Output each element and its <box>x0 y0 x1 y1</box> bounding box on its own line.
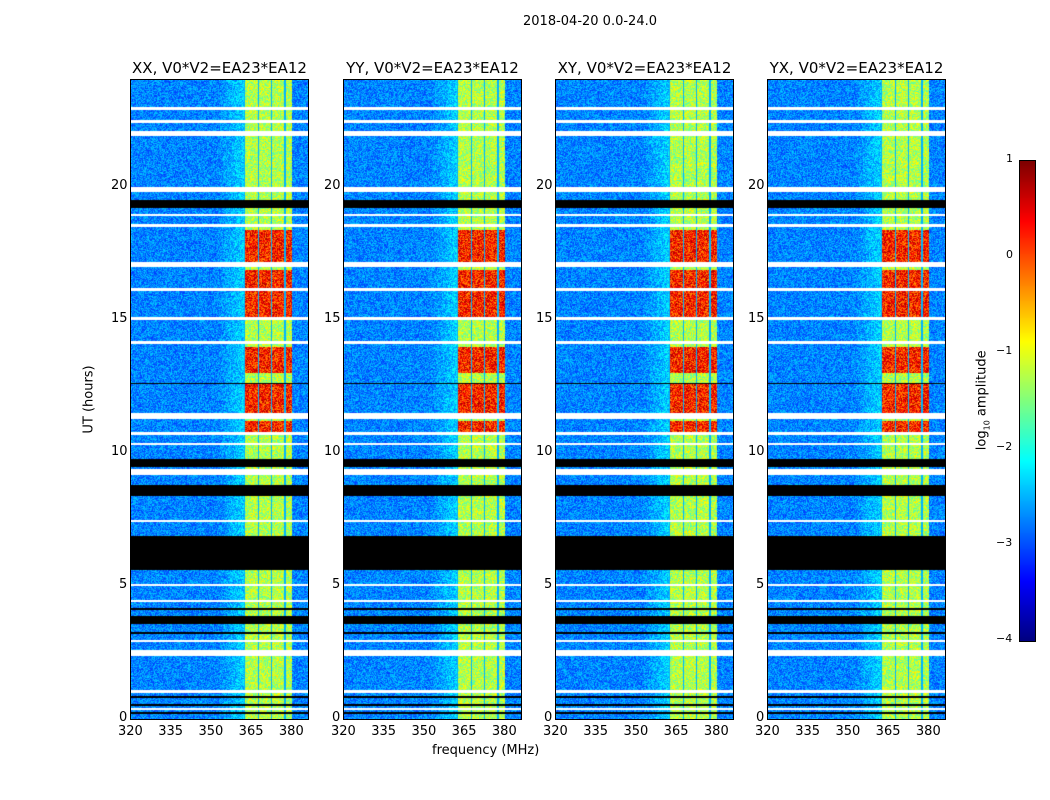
x-tick-label: 365 <box>451 724 477 739</box>
x-tick-label: 335 <box>371 724 397 739</box>
x-tick-label: 350 <box>623 724 649 739</box>
waterfall-panel-2 <box>555 79 734 720</box>
y-tick-label: 10 <box>536 443 553 459</box>
y-tick-label: 15 <box>536 310 553 326</box>
colorbar-tick-label: −4 <box>996 632 1013 645</box>
y-tick-label: 20 <box>536 177 553 193</box>
y-tick-label: 20 <box>324 177 341 193</box>
colorbar-label: log10 amplitude <box>974 350 992 451</box>
y-tick-label: 0 <box>119 710 128 725</box>
colorbar-tick-label: −1 <box>996 344 1013 357</box>
y-tick-label: 15 <box>111 310 128 326</box>
x-tick-label: 320 <box>543 724 568 739</box>
y-tick-label: 20 <box>111 177 128 193</box>
x-tick-label: 335 <box>583 724 609 739</box>
x-tick-label: 380 <box>278 724 304 739</box>
y-tick-label: 15 <box>748 310 765 326</box>
panel-title: XX, V0*V2=EA23*EA12 <box>132 59 307 77</box>
waterfall-panel-3 <box>767 79 946 720</box>
y-tick-label: 0 <box>756 710 765 725</box>
x-tick-label: 320 <box>331 724 356 739</box>
panel-title: YX, V0*V2=EA23*EA12 <box>769 59 944 77</box>
x-tick-label: 380 <box>915 724 941 739</box>
panel-title: XY, V0*V2=EA23*EA12 <box>557 59 732 77</box>
x-tick-label: 365 <box>875 724 901 739</box>
y-axis-label: UT (hours) <box>81 365 97 434</box>
x-tick-label: 380 <box>491 724 517 739</box>
x-tick-label: 380 <box>703 724 729 739</box>
y-tick-label: 5 <box>119 576 128 592</box>
colorbar-tick-label: 1 <box>1006 152 1013 165</box>
y-tick-label: 0 <box>544 710 553 725</box>
x-tick-label: 320 <box>755 724 780 739</box>
y-tick-label: 10 <box>111 443 128 459</box>
y-tick-label: 5 <box>332 576 341 592</box>
y-tick-label: 10 <box>324 443 341 459</box>
x-tick-label: 350 <box>198 724 224 739</box>
y-tick-label: 0 <box>332 710 341 725</box>
y-tick-label: 5 <box>756 576 765 592</box>
waterfall-panel-1 <box>343 79 522 720</box>
colorbar-tick-label: 0 <box>1006 248 1013 261</box>
x-tick-label: 365 <box>238 724 264 739</box>
figure-title: 2018-04-20 0.0-24.0 <box>523 14 657 29</box>
colorbar <box>1019 160 1036 642</box>
x-tick-label: 320 <box>118 724 143 739</box>
x-tick-label: 350 <box>835 724 861 739</box>
colorbar-tick-label: −2 <box>996 440 1013 453</box>
x-tick-label: 335 <box>158 724 184 739</box>
y-tick-label: 10 <box>748 443 765 459</box>
panel-title: YY, V0*V2=EA23*EA12 <box>346 59 519 77</box>
x-tick-label: 350 <box>411 724 437 739</box>
waterfall-panel-0 <box>130 79 309 720</box>
x-axis-label: frequency (MHz) <box>432 743 540 758</box>
y-tick-label: 20 <box>748 177 765 193</box>
colorbar-tick-label: −3 <box>996 536 1013 549</box>
x-tick-label: 335 <box>795 724 821 739</box>
y-tick-label: 15 <box>324 310 341 326</box>
x-tick-label: 365 <box>663 724 689 739</box>
y-tick-label: 5 <box>544 576 553 592</box>
